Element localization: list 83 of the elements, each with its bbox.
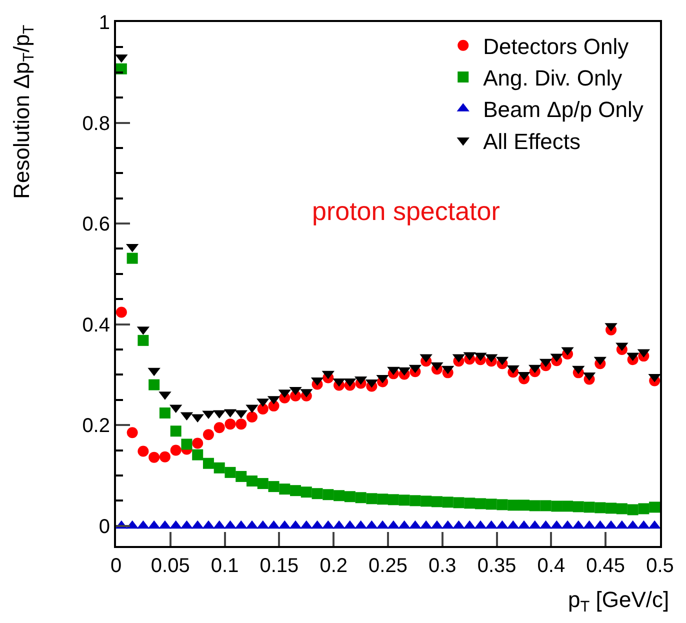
point <box>126 427 138 438</box>
point <box>202 429 214 440</box>
point <box>410 495 421 506</box>
point <box>638 503 650 514</box>
legend-label: Beam Δp/p Only <box>483 97 644 122</box>
point <box>442 496 454 508</box>
x-tick-label: 0.5 <box>646 555 674 577</box>
legend-label: Detectors Only <box>483 34 629 59</box>
point <box>257 478 268 490</box>
point <box>388 494 399 506</box>
point <box>159 451 170 462</box>
point <box>214 462 225 474</box>
point <box>572 501 584 512</box>
point <box>214 422 225 434</box>
point <box>649 502 660 513</box>
point <box>496 499 508 510</box>
point <box>322 489 334 500</box>
point <box>518 500 530 511</box>
x-tick-label: 0.25 <box>368 555 408 577</box>
point <box>606 502 617 514</box>
x-axis-title: p$_{T}$ [GeV/c] <box>568 587 670 616</box>
point <box>224 466 236 478</box>
point <box>257 403 268 414</box>
point <box>355 492 366 504</box>
x-tick-label: 0.2 <box>320 555 348 577</box>
point <box>192 449 204 460</box>
point <box>366 493 378 504</box>
point <box>377 494 388 505</box>
point <box>300 486 312 498</box>
y-tick-label: 0.6 <box>82 214 110 236</box>
point <box>148 452 160 463</box>
point <box>344 491 356 502</box>
y-tick-label: 0.4 <box>82 314 110 336</box>
point <box>627 504 638 516</box>
point <box>170 444 182 456</box>
x-tick-label: 0.1 <box>210 555 239 577</box>
y-tick-label: 0 <box>98 516 110 538</box>
point <box>192 438 204 449</box>
point <box>202 458 214 469</box>
point <box>334 490 345 502</box>
point <box>594 502 606 514</box>
point <box>420 496 432 507</box>
point <box>279 484 290 495</box>
x-tick-label: 0.15 <box>260 555 299 577</box>
point <box>246 476 258 486</box>
x-tick-label: 0.3 <box>428 555 456 577</box>
point <box>464 498 476 509</box>
point <box>398 494 410 506</box>
x-tick-label: 0.05 <box>150 555 190 577</box>
point <box>236 418 247 430</box>
point <box>562 500 574 512</box>
point <box>181 438 192 450</box>
point <box>312 488 323 500</box>
point <box>453 497 464 508</box>
point <box>616 503 628 514</box>
x-tick-label: 0.45 <box>586 555 626 577</box>
point <box>159 407 170 418</box>
point <box>138 334 149 346</box>
point <box>170 426 182 437</box>
annotation: proton spectator <box>312 196 500 226</box>
y-tick-label: 0.8 <box>82 112 110 135</box>
y-tick-label: 0.2 <box>82 415 110 438</box>
point <box>529 500 540 512</box>
point <box>290 485 302 496</box>
point <box>551 500 562 512</box>
point <box>584 502 595 513</box>
y-tick-label: 1 <box>98 12 110 34</box>
x-tick-label: 0.4 <box>537 555 566 577</box>
point <box>540 500 552 512</box>
point <box>148 379 160 390</box>
point <box>431 496 442 508</box>
x-tick-label: 0.35 <box>477 555 516 577</box>
point <box>474 498 486 510</box>
point <box>224 418 236 430</box>
point <box>508 500 519 511</box>
point <box>236 470 247 482</box>
point <box>268 481 280 492</box>
point <box>486 498 497 510</box>
point <box>138 446 149 457</box>
point <box>246 412 258 423</box>
legend-label: All Effects <box>483 128 581 154</box>
legend-label: Ang. Div. Only <box>483 66 622 91</box>
point <box>116 306 127 318</box>
